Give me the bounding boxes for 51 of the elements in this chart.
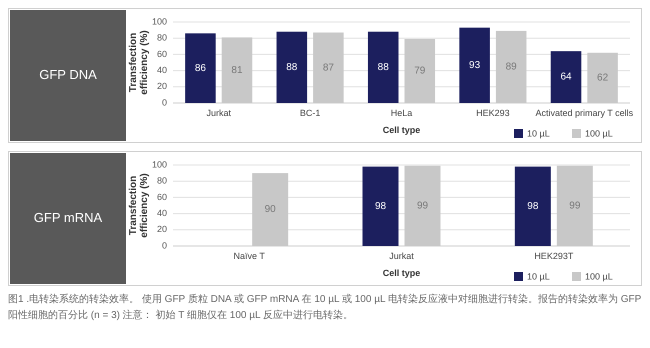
bar	[550, 51, 582, 103]
bar	[185, 33, 216, 103]
x-tick-label: BC-1	[300, 108, 320, 118]
y-tick-label: 100	[152, 16, 167, 26]
data-label: 79	[414, 66, 426, 77]
data-label: 98	[527, 200, 539, 212]
x-axis-title: Cell type	[382, 125, 420, 135]
data-label: 99	[416, 200, 428, 212]
x-tick-label: HeLa	[390, 108, 412, 118]
y-tick-label: 80	[156, 32, 167, 43]
data-label: 88	[378, 62, 390, 73]
y-tick-label: 60	[156, 192, 167, 202]
y-tick-label: 40	[156, 208, 167, 218]
data-label: 93	[469, 60, 481, 71]
y-axis-title: Transfection efficiency (%)	[128, 30, 150, 95]
data-label: 86	[194, 62, 206, 74]
legend-label: 10 µL	[527, 128, 550, 138]
x-tick-label: Activated primary T cells	[535, 108, 634, 118]
y-tick-label: 80	[156, 176, 167, 186]
data-label: 64	[560, 72, 572, 83]
data-label: 81	[231, 64, 243, 76]
text: GFP mRNA	[34, 210, 103, 225]
data-label: 90	[264, 204, 276, 216]
bar	[276, 32, 308, 103]
x-tick-label: HEK293T	[534, 251, 574, 261]
x-tick-label: Jurkat	[206, 108, 232, 118]
x-tick-label: Naïve T	[233, 251, 266, 261]
x-tick-label: HEK293	[476, 108, 510, 118]
data-label: 87	[322, 62, 334, 74]
legend-label: 10 µL	[527, 271, 550, 282]
y-tick-label: 0	[162, 240, 167, 250]
bar	[459, 28, 490, 103]
text: GFP DNA	[39, 66, 98, 82]
caption: 图1 .电转染系统的转染效率。 使用 GFP 质粒 DNA 或 GFP mRNA 在 10 µL 或 100 µL 电转染反应液中对细胞进行转染。报告的转染效率为 GFP 阳性细胞的百分比 (n = 3) 注意： 初始 T 细胞仅在 100 µL 反应中进行电转染。	[8, 292, 642, 323]
legend-label: 100 µL	[585, 128, 613, 138]
x-tick-label: Jurkat	[389, 251, 414, 261]
y-tick-label: 20	[156, 81, 167, 92]
x-axis-title: Cell type	[382, 268, 420, 278]
y-tick-label: 60	[156, 48, 167, 59]
data-label: 99	[569, 200, 581, 212]
y-tick-label: 40	[156, 64, 167, 75]
data-label: 88	[286, 62, 298, 73]
bar	[368, 32, 398, 103]
data-label: 89	[506, 62, 518, 73]
data-label: 98	[374, 200, 386, 212]
legend-label: 100 µL	[585, 271, 613, 282]
y-tick-label: 20	[156, 224, 167, 234]
y-tick-label: 0	[162, 97, 167, 108]
data-label: 62	[597, 72, 609, 84]
y-axis-title: Transfection efficiency (%)	[128, 173, 150, 238]
y-tick-label: 100	[152, 159, 167, 170]
